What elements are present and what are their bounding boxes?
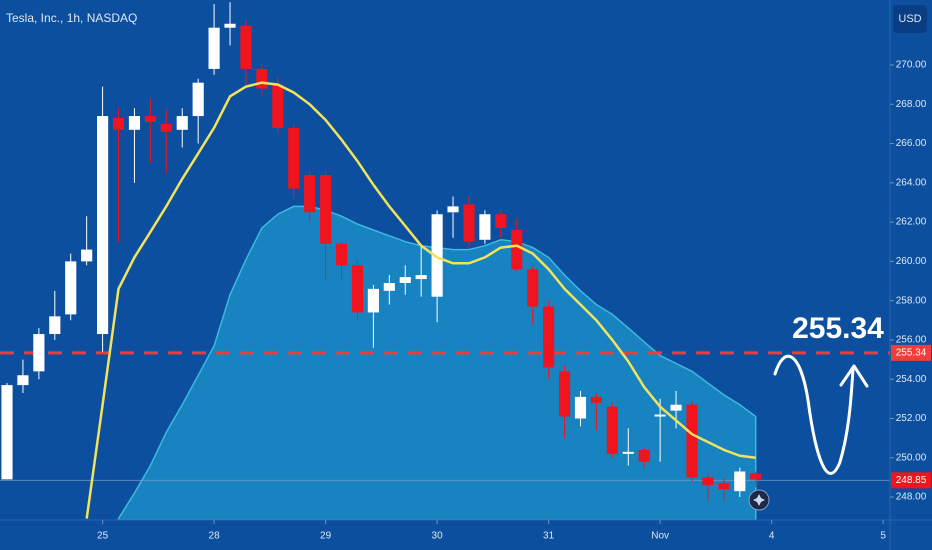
price-line-label: 255.34 xyxy=(896,348,927,359)
moving-average xyxy=(85,81,756,519)
candle-body xyxy=(335,243,348,266)
candle-body xyxy=(65,261,77,315)
candle-body xyxy=(479,214,491,240)
x-tick-label: 30 xyxy=(432,531,444,542)
candle-body xyxy=(49,316,61,335)
y-tick-label: 262.00 xyxy=(896,217,927,228)
x-tick-label: 25 xyxy=(97,531,109,542)
y-tick-label: 270.00 xyxy=(896,60,927,71)
x-tick-label: 28 xyxy=(209,531,221,542)
candle-body xyxy=(543,306,555,368)
candle-body xyxy=(192,82,204,117)
candle-body xyxy=(511,229,523,270)
arrow-head xyxy=(839,364,869,388)
candle-body xyxy=(383,282,395,291)
candle-body xyxy=(431,214,443,297)
candle-body xyxy=(112,118,125,130)
candle-body xyxy=(590,396,602,403)
candle-body xyxy=(638,449,650,462)
candle-body xyxy=(447,206,459,213)
y-tick-label: 258.00 xyxy=(896,295,927,306)
candle-body xyxy=(208,27,220,69)
y-tick-label: 268.00 xyxy=(896,99,927,110)
candle-body xyxy=(654,414,666,417)
y-tick-label: 256.00 xyxy=(896,335,927,346)
candle-body xyxy=(304,174,316,213)
candle-body xyxy=(97,116,109,335)
candle-body xyxy=(33,334,45,372)
candle-body xyxy=(240,25,252,69)
x-tick-label: 29 xyxy=(320,531,332,542)
candle-body xyxy=(272,84,284,128)
y-tick-label: 252.00 xyxy=(896,413,927,424)
candle-body xyxy=(463,204,475,242)
last-price-label: 248.85 xyxy=(896,475,927,486)
candle-body xyxy=(495,214,507,228)
candle-body xyxy=(702,477,714,486)
x-tick-label: 4 xyxy=(769,531,775,542)
price-line-label-bg xyxy=(891,344,931,361)
candle-body xyxy=(320,174,332,244)
chart-title: Tesla, Inc., 1h, NASDAQ xyxy=(6,11,137,25)
candle-body xyxy=(128,116,141,130)
candle-body xyxy=(415,275,427,280)
candle-body xyxy=(527,269,539,307)
y-tick-label: 248.00 xyxy=(896,492,927,503)
candle-body xyxy=(606,406,618,454)
candle-body xyxy=(686,404,698,478)
candle-body xyxy=(81,249,93,262)
candle-body xyxy=(670,404,682,411)
currency-label: USD xyxy=(898,13,921,25)
y-tick-label: 250.00 xyxy=(896,452,927,463)
y-tick-label: 264.00 xyxy=(896,177,927,188)
area-fill xyxy=(117,205,757,520)
candle-body xyxy=(288,127,300,189)
y-tick-label: 254.00 xyxy=(896,374,927,385)
candle-body xyxy=(176,116,188,130)
candle-body xyxy=(256,68,268,89)
candle-body xyxy=(351,265,364,313)
y-tick-label: 266.00 xyxy=(896,138,927,149)
y-tick-label: 260.00 xyxy=(896,256,927,267)
target-annotation: 255.34 xyxy=(792,312,884,345)
candle-body xyxy=(622,451,634,454)
candle-body xyxy=(224,23,236,28)
candle-body xyxy=(734,471,746,492)
hand-drawn-arrow xyxy=(773,354,855,475)
currency-button[interactable] xyxy=(893,5,927,33)
candle-body xyxy=(399,277,411,283)
candle-body xyxy=(367,288,379,313)
candle-body xyxy=(160,123,172,132)
candle-body xyxy=(750,473,762,480)
replay-icon xyxy=(753,494,765,506)
x-tick-label: 31 xyxy=(543,531,555,542)
plot-area xyxy=(0,2,890,520)
candle-body xyxy=(1,385,13,480)
candle-body xyxy=(144,116,156,122)
candle-body xyxy=(718,483,730,490)
last-price-label-bg xyxy=(891,472,931,489)
x-tick-label: Nov xyxy=(651,531,669,542)
candle-body xyxy=(558,371,571,417)
candle-body xyxy=(17,375,29,386)
candle-body xyxy=(574,396,587,419)
x-tick-label: 5 xyxy=(880,531,886,542)
